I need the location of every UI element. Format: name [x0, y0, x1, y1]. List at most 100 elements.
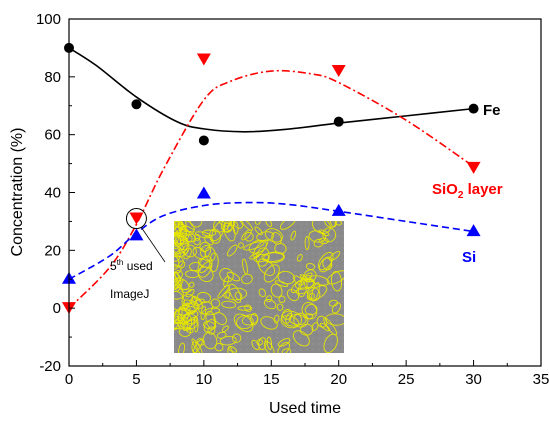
- inset-particle: [226, 244, 238, 257]
- x-tick-label: 0: [65, 371, 73, 388]
- inset-particle: [176, 315, 186, 325]
- inset-particle: [182, 313, 193, 331]
- inset-particle: [296, 254, 303, 262]
- fit-curve-fe: [69, 47, 474, 133]
- inset-particle: [182, 313, 198, 325]
- inset-particle: [174, 247, 181, 262]
- inset-particle: [254, 226, 263, 236]
- inset-particle: [194, 231, 212, 239]
- inset-particle: [231, 333, 242, 343]
- inset-particle: [281, 310, 303, 327]
- x-tick-label: 35: [533, 371, 549, 388]
- inset-particle: [241, 229, 252, 241]
- inset-particle: [174, 232, 193, 245]
- inset-particle: [242, 258, 248, 275]
- inset-particle: [318, 251, 334, 271]
- callout-line-2: ImageJ: [110, 287, 149, 301]
- y-tick-label: 80: [44, 69, 61, 86]
- inset-particle: [189, 299, 196, 306]
- inset-particle: [244, 231, 254, 242]
- inset-particle: [221, 325, 229, 333]
- inset-particle: [192, 246, 206, 260]
- inset-particle: [189, 262, 202, 272]
- data-point-si: [129, 228, 144, 241]
- x-tick-label: 15: [263, 371, 280, 388]
- inset-particle: [210, 298, 221, 308]
- inset-particle: [304, 236, 310, 251]
- inset-particle: [227, 346, 238, 353]
- data-point-fe: [198, 135, 209, 146]
- data-point-si: [466, 224, 481, 237]
- inset-particle: [216, 331, 227, 339]
- data-point-si: [331, 203, 346, 216]
- inset-particle: [232, 221, 239, 235]
- imagej-inset-image: [174, 221, 344, 353]
- inset-particle: [209, 228, 221, 244]
- x-tick-label: 5: [132, 371, 140, 388]
- inset-particle: [263, 264, 280, 283]
- data-point-fe: [333, 116, 344, 127]
- inset-particle: [201, 229, 217, 237]
- inset-particle: [260, 316, 278, 330]
- fit-curve-sio2: [69, 69, 475, 309]
- inset-particle: [213, 221, 231, 233]
- data-point-sio2: [196, 53, 211, 66]
- x-axis-title: Used time: [269, 400, 341, 416]
- inset-particle: [293, 312, 309, 328]
- inset-particle: [188, 281, 195, 288]
- inset-particle: [196, 291, 211, 304]
- inset-particle: [203, 319, 216, 333]
- inset-particle: [253, 253, 270, 263]
- imagej-callout: 5th used ImageJ: [110, 208, 166, 301]
- inset-particle: [311, 221, 331, 234]
- inset-particle: [182, 302, 190, 311]
- inset-particle: [241, 314, 259, 326]
- inset-particle: [329, 251, 341, 261]
- inset-particle: [174, 221, 182, 237]
- inset-particle: [311, 282, 320, 302]
- inset-particle: [174, 248, 189, 258]
- inset-particle: [265, 295, 273, 303]
- data-point-fe: [131, 99, 142, 110]
- inset-particle: [241, 273, 253, 285]
- inset-particle: [183, 247, 192, 260]
- inset-particle: [256, 231, 275, 242]
- inset-particle: [174, 232, 180, 244]
- inset-particle: [233, 313, 254, 332]
- inset-particle: [228, 283, 242, 304]
- inset-particle: [227, 346, 233, 353]
- inset-particle: [219, 268, 234, 283]
- inset-particle: [335, 221, 342, 226]
- inset-particle: [263, 299, 277, 310]
- inset-particle: [174, 316, 188, 331]
- inset-particle: [207, 326, 216, 335]
- inset-particle: [194, 233, 201, 241]
- y-tick-label: 60: [44, 127, 61, 144]
- inset-particle: [278, 295, 286, 303]
- inset-particle: [263, 251, 285, 264]
- data-point-sio2: [466, 161, 481, 174]
- inset-particle: [328, 299, 338, 307]
- inset-particle: [266, 336, 273, 351]
- inset-particle: [199, 241, 211, 252]
- inset-particle: [174, 242, 185, 250]
- y-tick-label: 0: [53, 300, 61, 317]
- data-point-sio2: [331, 65, 346, 78]
- inset-particle: [174, 263, 182, 274]
- inset-particle: [270, 283, 283, 298]
- inset-particle: [256, 339, 263, 346]
- inset-particle: [174, 278, 180, 290]
- inset-particle: [217, 284, 230, 299]
- y-tick-label: 20: [44, 242, 61, 259]
- inset-particle: [191, 338, 203, 353]
- inset-particle: [174, 315, 179, 330]
- inset-particle: [204, 246, 216, 262]
- inset-particle: [184, 302, 200, 312]
- inset-particle: [306, 285, 328, 301]
- inset-particle: [326, 270, 344, 285]
- callout-line-1: 5th used: [110, 258, 153, 273]
- inset-particle: [295, 287, 310, 295]
- inset-particle: [261, 252, 284, 262]
